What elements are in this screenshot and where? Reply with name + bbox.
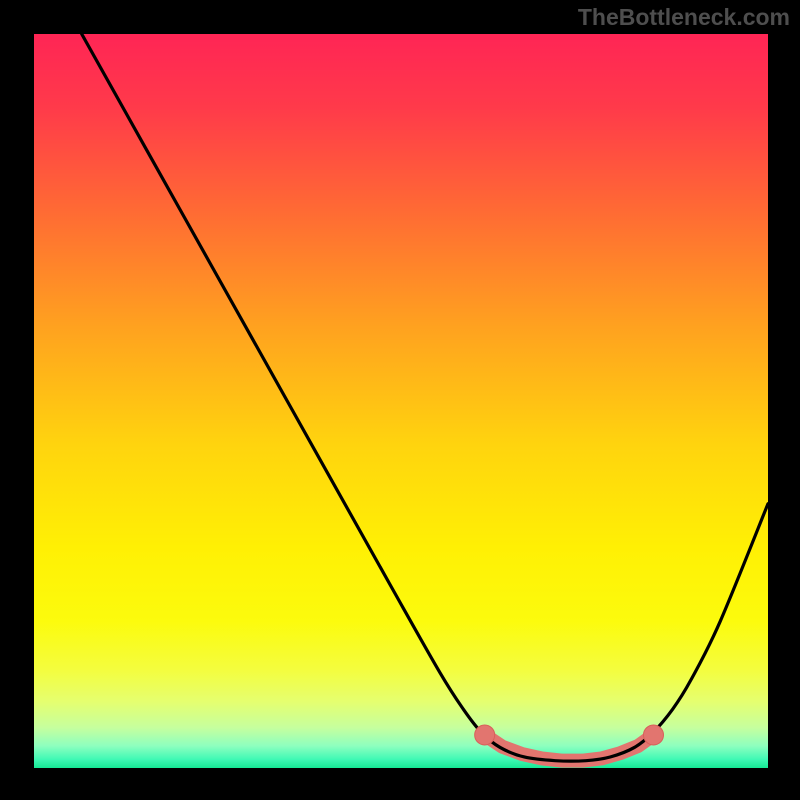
marker-strip [485, 735, 654, 761]
plot-area [34, 34, 768, 768]
bottleneck-curve [82, 34, 768, 761]
curve-layer [34, 34, 768, 768]
chart-container: TheBottleneck.com [0, 0, 800, 800]
watermark-text: TheBottleneck.com [578, 4, 790, 31]
